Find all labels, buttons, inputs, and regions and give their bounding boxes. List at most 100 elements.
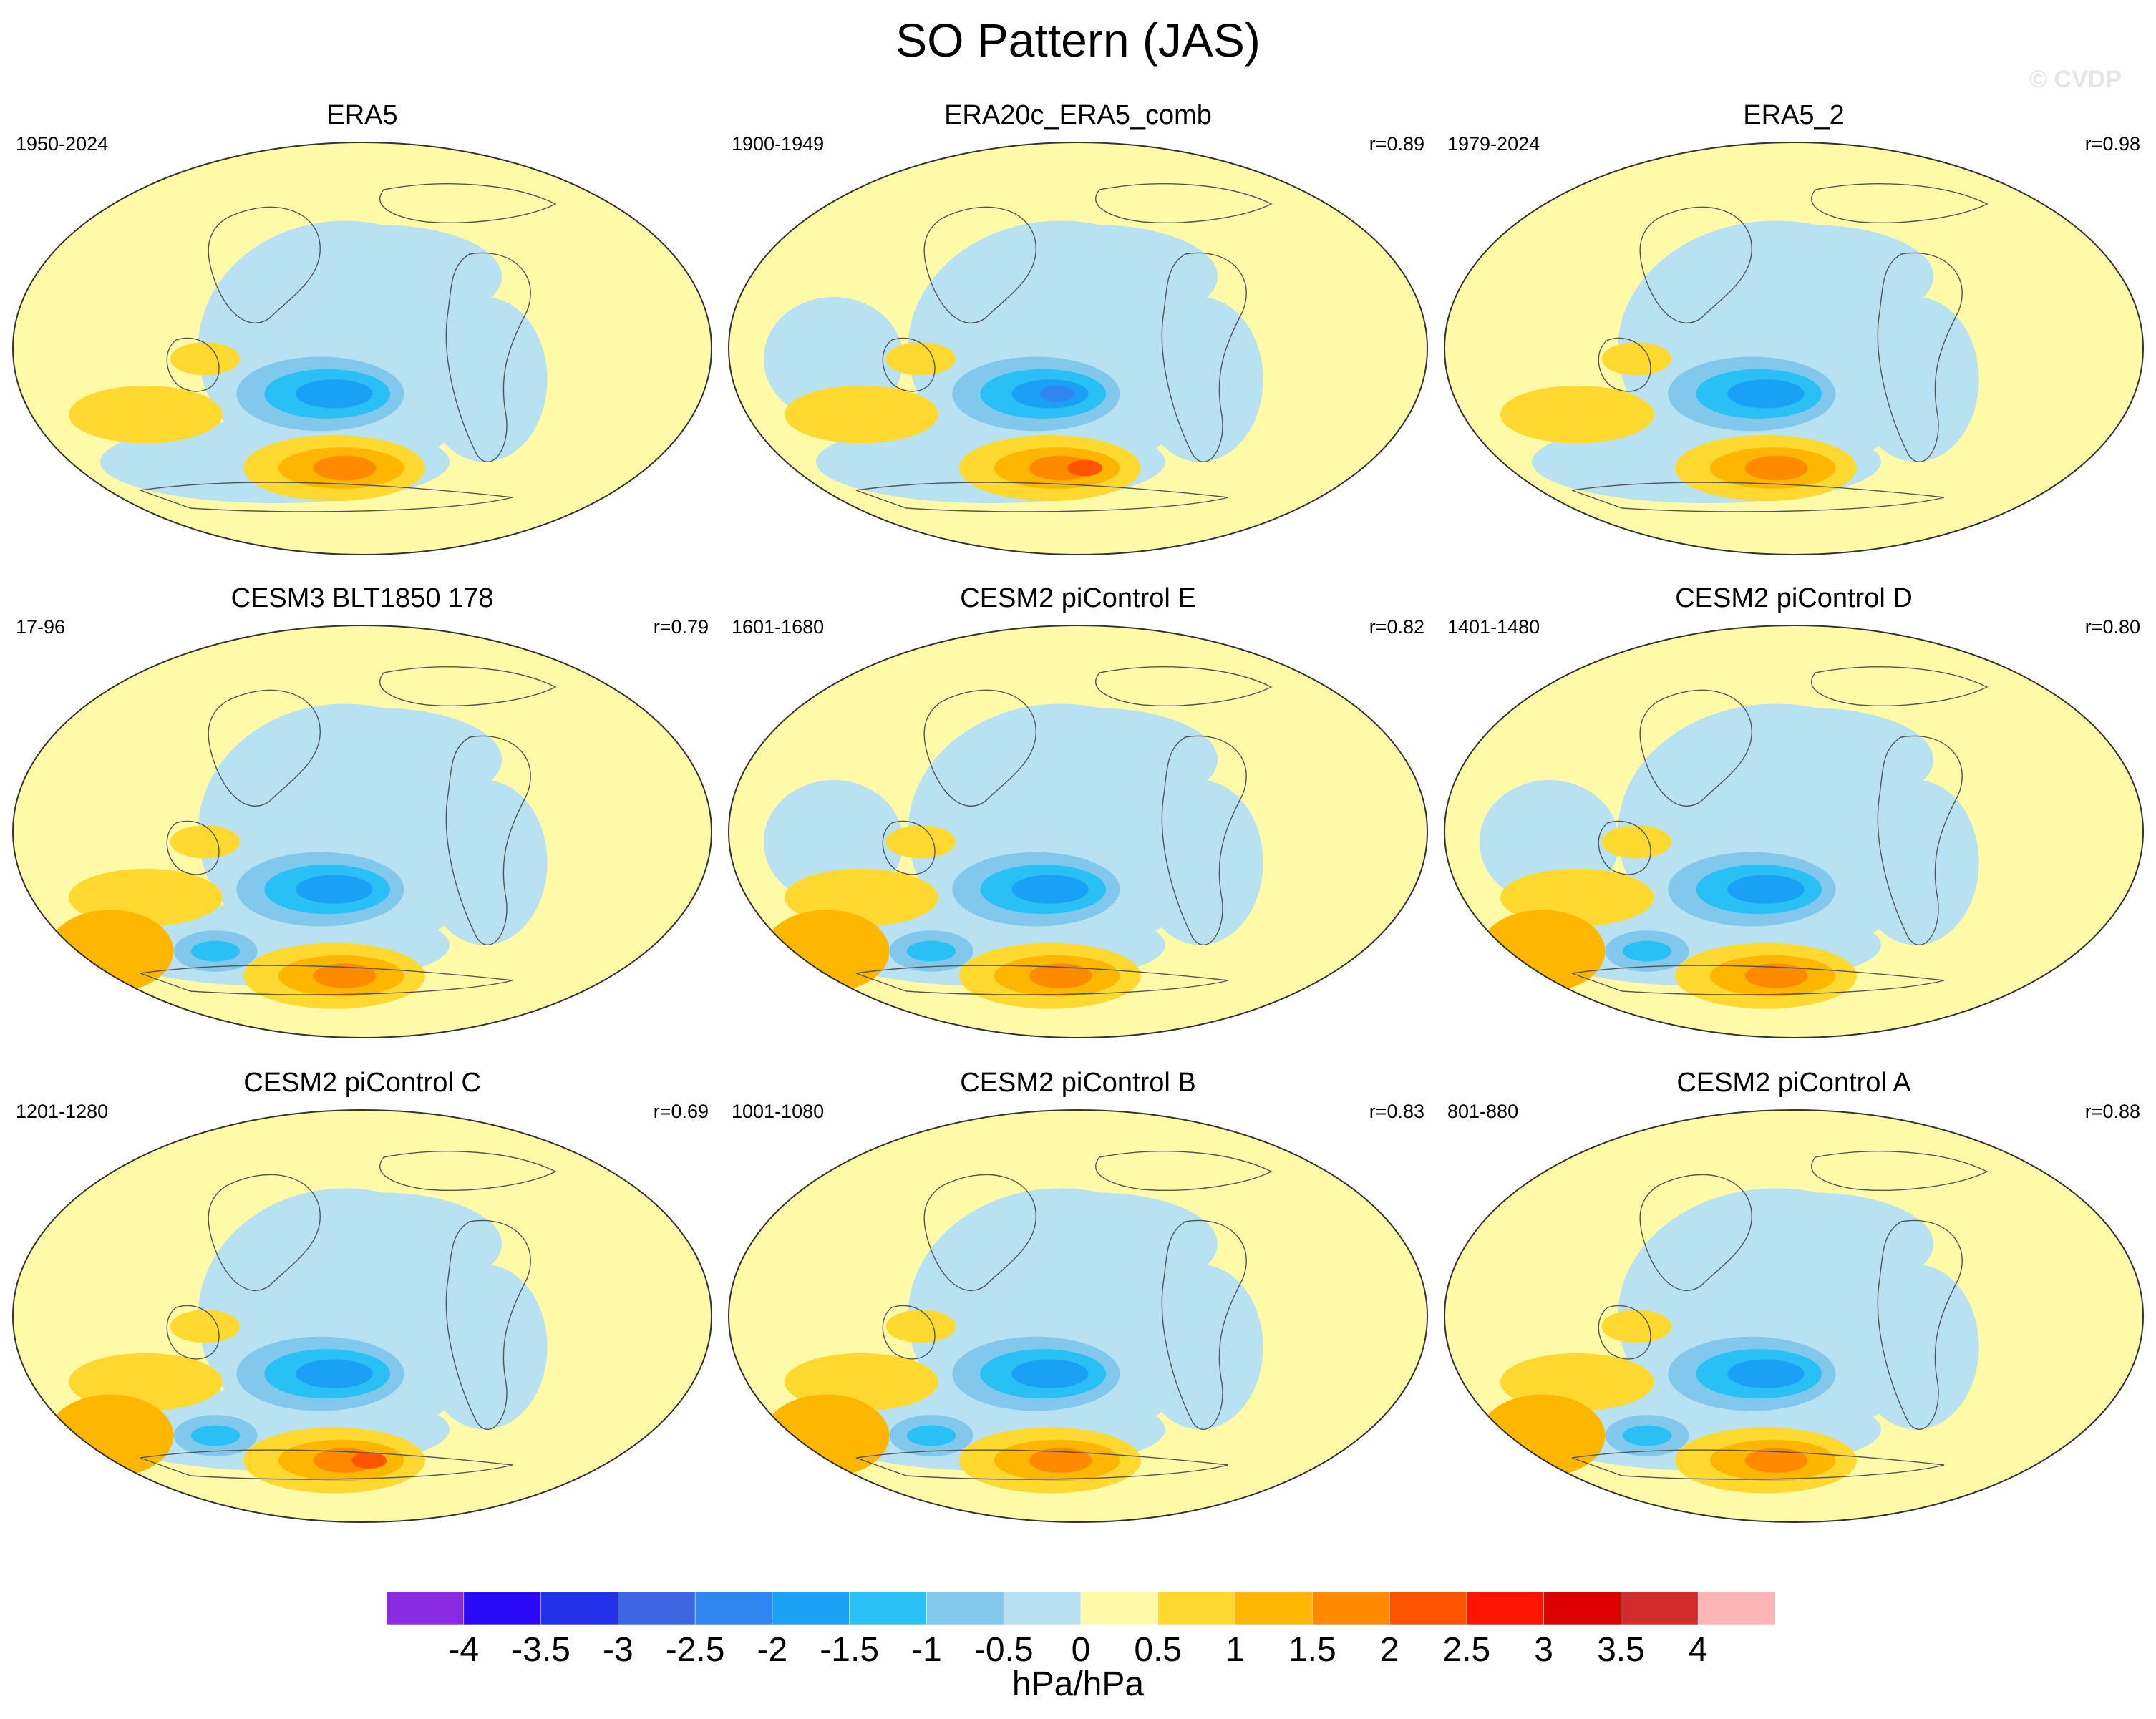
- australia-positive-region: [885, 342, 956, 376]
- continent-outline: [855, 965, 1229, 995]
- continent-outline: [1094, 666, 1273, 706]
- continent-outline: [855, 1449, 1229, 1480]
- sw-negative-core: [1622, 1425, 1672, 1446]
- continent-outline: [166, 1305, 220, 1360]
- panel-title: CESM2 piControl D: [1675, 583, 1913, 613]
- panel-correlation: r=0.79: [653, 616, 709, 638]
- colorbar-swatch: [387, 1592, 465, 1625]
- colorbar-tick-label: -2: [757, 1631, 788, 1669]
- panel-correlation: r=0.89: [1369, 133, 1424, 155]
- colorbar-labels: -4 -3.5 -3 -2.5 -2 -1.5 -1 -0.5 0 0.5 1 1.5 2 2.5 3 3.5…: [0, 1630, 2156, 1673]
- continent-outline: [208, 1174, 321, 1291]
- colorbar-tick-label: 4: [1688, 1631, 1708, 1669]
- panel-period: 1979-2024: [1447, 133, 1540, 155]
- panel-period: 1001-1080: [732, 1101, 825, 1122]
- australia-positive-region: [170, 1310, 241, 1343]
- americas-negative-region: [1137, 297, 1263, 462]
- map-plot: [728, 1109, 1428, 1523]
- panel-title: CESM3 BLT1850 178: [230, 583, 494, 613]
- panel-title: ERA5: [326, 100, 398, 130]
- colorbar-swatch: [849, 1592, 928, 1625]
- map-border: [12, 625, 712, 1038]
- australia-positive-region: [1601, 825, 1672, 859]
- ss-positive-core: [1744, 1448, 1808, 1473]
- continent-outline: [1877, 1219, 1963, 1431]
- sp-negative-core: [1727, 379, 1805, 409]
- panel-period: 1900-1949: [732, 133, 825, 155]
- ss-positive-core: [313, 963, 377, 988]
- colorbar-swatch: [1466, 1592, 1545, 1625]
- map-border: [728, 625, 1428, 1038]
- colorbar-swatch: [772, 1592, 850, 1625]
- australia-positive-region: [885, 825, 956, 859]
- ss-positive-core: [1744, 963, 1808, 988]
- continent-outline: [1639, 689, 1752, 807]
- continent-outline: [1598, 820, 1651, 875]
- continent-outline: [923, 1174, 1036, 1291]
- colorbar-units: hPa/hPa: [1011, 1665, 1145, 1703]
- indian-ocean-positive-core: [47, 910, 174, 993]
- colorbar-tick-label: 3.5: [1597, 1631, 1645, 1669]
- map-border: [1444, 1109, 2144, 1523]
- colorbar-tick-label: -3.5: [511, 1631, 570, 1669]
- panel-period: 1201-1280: [16, 1101, 109, 1122]
- continent-outline: [1094, 183, 1273, 223]
- continent-outline: [882, 1305, 936, 1360]
- continent-outline: [1571, 1449, 1945, 1480]
- indian-ocean-positive-core: [763, 1394, 890, 1477]
- americas-negative-region: [421, 780, 548, 945]
- colorbar-swatch: [1697, 1592, 1775, 1625]
- australia-positive-region: [170, 825, 241, 859]
- north-pacific-negative-region: [1689, 708, 1934, 812]
- americas-negative-region: [1852, 780, 1979, 945]
- continent-outline: [379, 183, 557, 223]
- panel-title: CESM2 piControl C: [243, 1068, 481, 1098]
- north-pacific-negative-region: [257, 708, 502, 812]
- map-panel: ERA5_2 1979-2024 r=0.98: [1443, 100, 2145, 558]
- colorbar-tick-label: -1.5: [820, 1631, 880, 1669]
- continent-outline: [1161, 735, 1247, 946]
- americas-negative-region: [1137, 1265, 1263, 1430]
- ss-positive-core: [1744, 455, 1808, 481]
- colorbar: [387, 1592, 1775, 1625]
- continent-outline: [1810, 183, 1989, 223]
- map-border: [1444, 625, 2144, 1038]
- map-plot: [728, 625, 1428, 1038]
- continent-outline: [882, 337, 936, 392]
- colorbar-tick-label: 2: [1379, 1631, 1399, 1669]
- continent-outline: [1571, 482, 1945, 512]
- continent-outline: [1639, 206, 1752, 323]
- australia-positive-region: [885, 1310, 956, 1343]
- continent-outline: [1571, 965, 1945, 995]
- continent-outline: [882, 820, 936, 875]
- continent-outline: [445, 735, 531, 946]
- colorbar-tick-label: 3: [1534, 1631, 1554, 1669]
- sp-negative-core: [1727, 1359, 1805, 1388]
- ss-positive-core: [313, 455, 377, 481]
- north-pacific-negative-region: [257, 225, 502, 328]
- continent-outline: [1877, 252, 1963, 463]
- watermark: © CVDP: [2029, 66, 2122, 93]
- continent-outline: [1161, 1219, 1247, 1431]
- colorbar-swatch: [463, 1592, 542, 1625]
- north-pacific-negative-region: [1689, 225, 1934, 328]
- colorbar-tick-label: -3: [602, 1631, 633, 1669]
- colorbar-swatch: [1157, 1592, 1236, 1625]
- panel-period: 801-880: [1447, 1101, 1519, 1122]
- colorbar-tick-label: -4: [448, 1631, 480, 1669]
- colorbar-swatch: [1543, 1592, 1622, 1625]
- continent-outline: [166, 337, 220, 392]
- north-pacific-negative-region: [1689, 1192, 1934, 1296]
- map-panel: CESM2 piControl D 1401-1480 r=0.80: [1443, 583, 2145, 1041]
- colorbar-tick-label: 0: [1071, 1631, 1091, 1669]
- continent-outline: [140, 965, 513, 995]
- panel-correlation: r=0.80: [2084, 616, 2140, 638]
- panel-title: CESM2 piControl A: [1676, 1068, 1911, 1098]
- sp-negative-peak: [1039, 385, 1075, 402]
- americas-negative-region: [421, 297, 548, 462]
- map-border: [12, 142, 712, 555]
- sw-negative-core: [906, 1425, 956, 1446]
- continent-outline: [855, 482, 1229, 512]
- map-panel: ERA20c_ERA5_comb 1900-1949 r=0.89: [727, 100, 1429, 558]
- panel-period: 1601-1680: [732, 616, 825, 638]
